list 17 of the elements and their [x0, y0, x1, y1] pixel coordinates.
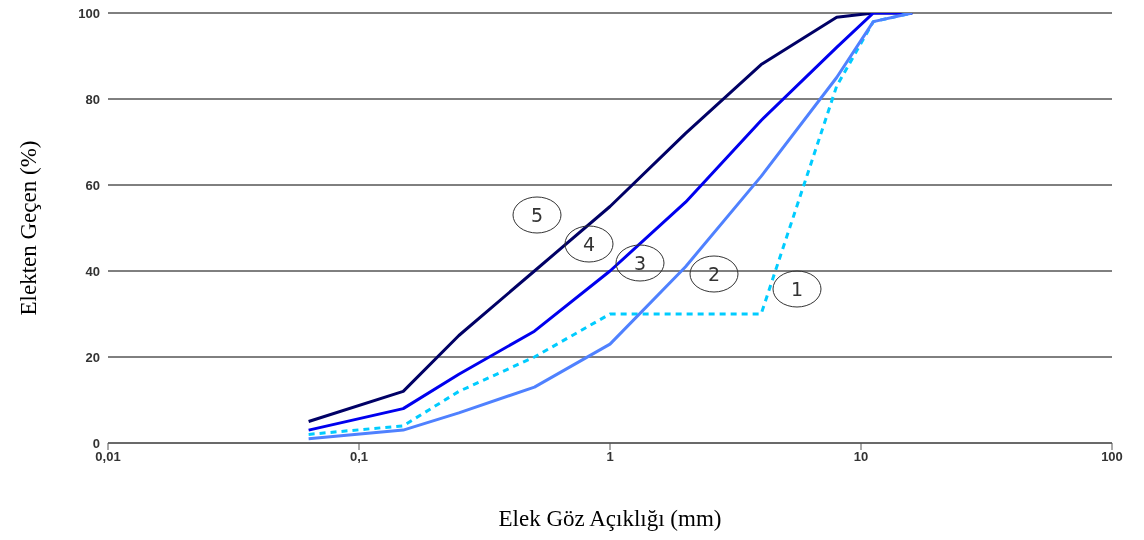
y-tick-label: 80: [85, 91, 100, 107]
y-tick-label: 0: [92, 435, 100, 451]
x-tick-label: 100: [1101, 449, 1123, 465]
y-tick-label: 20: [85, 349, 100, 365]
annotation: 4: [582, 233, 596, 255]
x-axis-title: Elek Göz Açıklığı (mm): [498, 506, 722, 531]
y-axis-title: Elekten Geçen (%): [15, 140, 41, 316]
x-tick-label: 0,1: [349, 449, 369, 465]
x-tick-label: 0,01: [95, 449, 121, 465]
annotation: 1: [790, 278, 804, 300]
x-tick-label: 1: [606, 449, 614, 465]
y-tick-label: 60: [85, 177, 100, 193]
annotation: 5: [530, 204, 544, 226]
annotation: 3: [633, 252, 647, 274]
y-tick-label: 100: [78, 5, 100, 21]
y-tick-label: 40: [85, 263, 100, 279]
x-tick-label: 10: [853, 449, 869, 465]
